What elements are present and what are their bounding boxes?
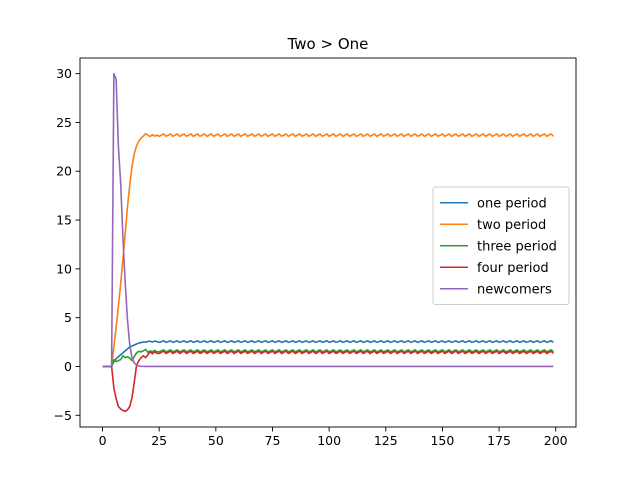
series-line-four-period (102, 350, 555, 413)
y-tick-label: 30 (56, 66, 72, 81)
legend-label: three period (477, 239, 557, 254)
chart-title: Two > One (287, 35, 369, 53)
y-tick-label: 15 (56, 213, 72, 228)
x-tick-label: 75 (265, 433, 281, 448)
x-tick-label: 200 (544, 433, 568, 448)
y-tick-label: 5 (64, 310, 72, 325)
series-line-one-period (102, 340, 554, 368)
legend-label: newcomers (477, 282, 552, 297)
y-tick-label: 20 (56, 164, 72, 179)
x-tick-label: 50 (208, 433, 224, 448)
y-tick-label: −5 (54, 408, 72, 423)
y-tick-label: 0 (64, 359, 72, 374)
y-tick-label: 25 (56, 115, 72, 130)
legend: one period two period three period four per… (432, 186, 570, 305)
series-line-newcomers (102, 72, 554, 368)
x-tick-label: 175 (487, 433, 511, 448)
plot-area (102, 72, 555, 413)
x-tick-label: 0 (99, 433, 107, 448)
x-tick-label: 25 (151, 433, 167, 448)
legend-label: two period (477, 218, 546, 233)
x-tick-label: 100 (317, 433, 341, 448)
x-tick-label: 150 (430, 433, 454, 448)
legend-label: one period (477, 196, 547, 211)
x-tick-label: 125 (374, 433, 398, 448)
series-line-three-period (102, 348, 554, 368)
axes: 0 25 50 75 100 125 150 175 200 −5 0 5 10 15 20 25 30 (54, 57, 577, 448)
legend-label: four period (477, 261, 549, 276)
series-line-two-period (102, 132, 555, 368)
legend-box (432, 186, 570, 305)
axes-frame (79, 57, 577, 428)
y-tick-label: 10 (56, 261, 72, 276)
